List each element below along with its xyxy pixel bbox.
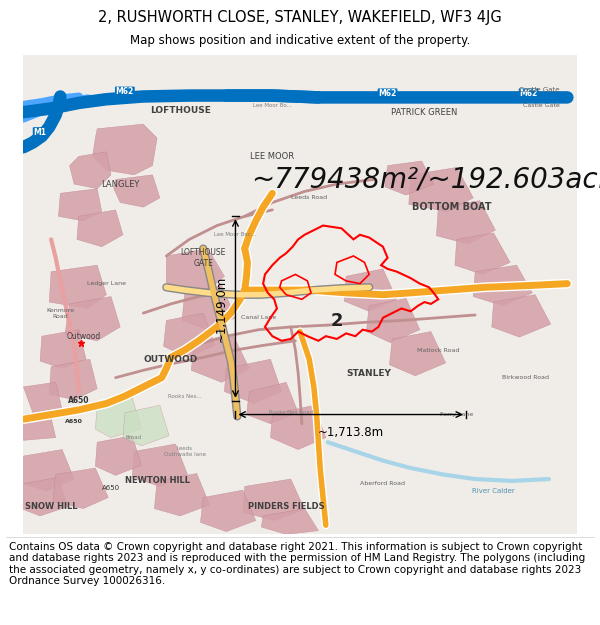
Text: LOFTHOUSE: LOFTHOUSE xyxy=(150,106,211,115)
Polygon shape xyxy=(164,313,215,358)
Text: NEWTON HILL: NEWTON HILL xyxy=(125,476,190,486)
Text: A650: A650 xyxy=(65,419,83,424)
Polygon shape xyxy=(77,210,123,247)
Text: Rooks Nes Road: Rooks Nes Road xyxy=(269,410,313,415)
Text: River Calder: River Calder xyxy=(472,488,515,494)
Text: SNOW HILL: SNOW HILL xyxy=(25,503,77,511)
Polygon shape xyxy=(243,479,305,521)
Text: OUTWOOD: OUTWOOD xyxy=(144,355,198,364)
Polygon shape xyxy=(23,410,56,441)
Text: Kenmore
Road: Kenmore Road xyxy=(46,308,74,319)
Polygon shape xyxy=(409,168,473,212)
Text: LOFTHOUSE
GATE: LOFTHOUSE GATE xyxy=(181,248,226,268)
Polygon shape xyxy=(132,444,188,486)
Text: M62: M62 xyxy=(379,89,397,98)
Text: Canal Lane: Canal Lane xyxy=(241,315,276,320)
Text: Leeds Road: Leeds Road xyxy=(291,196,327,201)
Polygon shape xyxy=(436,201,496,244)
Text: Castle Gate: Castle Gate xyxy=(523,103,560,108)
Polygon shape xyxy=(40,330,86,368)
Polygon shape xyxy=(271,405,326,449)
Polygon shape xyxy=(95,398,142,437)
Text: PINDERS FIELDS: PINDERS FIELDS xyxy=(248,503,325,511)
Text: ~1,149.0m: ~1,149.0m xyxy=(215,276,228,342)
Text: PATRICK GREEN: PATRICK GREEN xyxy=(391,107,458,117)
Text: Map shows position and indicative extent of the property.: Map shows position and indicative extent… xyxy=(130,34,470,47)
Text: A650: A650 xyxy=(102,485,120,491)
Polygon shape xyxy=(70,152,111,189)
Polygon shape xyxy=(389,331,446,376)
Text: Lee Moor Bec...: Lee Moor Bec... xyxy=(214,232,256,238)
Text: ~1,713.8m: ~1,713.8m xyxy=(317,426,384,439)
Polygon shape xyxy=(49,265,106,309)
Text: Matlock Road: Matlock Road xyxy=(417,348,460,352)
Text: 2: 2 xyxy=(331,311,343,329)
Polygon shape xyxy=(114,175,160,207)
Polygon shape xyxy=(385,161,434,195)
Polygon shape xyxy=(455,233,510,274)
Polygon shape xyxy=(247,382,298,424)
Polygon shape xyxy=(224,359,281,404)
Text: BOTTOM BOAT: BOTTOM BOAT xyxy=(412,202,492,212)
Polygon shape xyxy=(49,359,97,400)
Polygon shape xyxy=(92,124,157,175)
Polygon shape xyxy=(23,478,68,516)
Polygon shape xyxy=(154,474,209,516)
Text: Ferry Lane: Ferry Lane xyxy=(440,412,473,417)
Polygon shape xyxy=(200,490,256,532)
Polygon shape xyxy=(166,249,224,294)
Text: ~779438m²/~192.603ac.: ~779438m²/~192.603ac. xyxy=(251,166,600,194)
Polygon shape xyxy=(261,509,319,534)
Text: Lee Moor Bo...: Lee Moor Bo... xyxy=(253,103,292,108)
Polygon shape xyxy=(182,286,235,330)
Text: LANGLEY: LANGLEY xyxy=(101,179,139,189)
Polygon shape xyxy=(473,265,532,306)
Text: M1: M1 xyxy=(34,128,47,137)
Text: STANLEY: STANLEY xyxy=(347,369,392,378)
Text: Birkwood Road: Birkwood Road xyxy=(502,375,550,380)
Text: Leeds
Outhwaite lane: Leeds Outhwaite lane xyxy=(164,446,206,457)
Polygon shape xyxy=(53,468,108,509)
Text: A650: A650 xyxy=(68,396,89,405)
Text: Castle Gate: Castle Gate xyxy=(520,87,560,93)
Text: Contains OS data © Crown copyright and database right 2021. This information is : Contains OS data © Crown copyright and d… xyxy=(9,542,585,586)
Text: LEE MOOR: LEE MOOR xyxy=(250,152,295,161)
Polygon shape xyxy=(492,294,551,337)
Text: 2, RUSHWORTH CLOSE, STANLEY, WAKEFIELD, WF3 4JG: 2, RUSHWORTH CLOSE, STANLEY, WAKEFIELD, … xyxy=(98,10,502,25)
Polygon shape xyxy=(58,189,102,221)
Text: Ledger Lane: Ledger Lane xyxy=(87,281,126,286)
Polygon shape xyxy=(23,449,74,491)
Text: Aberford Road: Aberford Road xyxy=(361,481,406,486)
Polygon shape xyxy=(367,298,420,343)
Polygon shape xyxy=(344,269,397,311)
Text: Rooks Nes...: Rooks Nes... xyxy=(168,394,202,399)
Polygon shape xyxy=(23,382,62,418)
Polygon shape xyxy=(95,436,142,476)
Text: Outwood: Outwood xyxy=(66,332,100,341)
Text: Broad: Broad xyxy=(126,435,142,440)
Text: M62: M62 xyxy=(520,89,538,98)
Polygon shape xyxy=(123,405,169,446)
Text: M62: M62 xyxy=(116,88,134,96)
Polygon shape xyxy=(191,336,249,382)
Polygon shape xyxy=(65,296,120,341)
